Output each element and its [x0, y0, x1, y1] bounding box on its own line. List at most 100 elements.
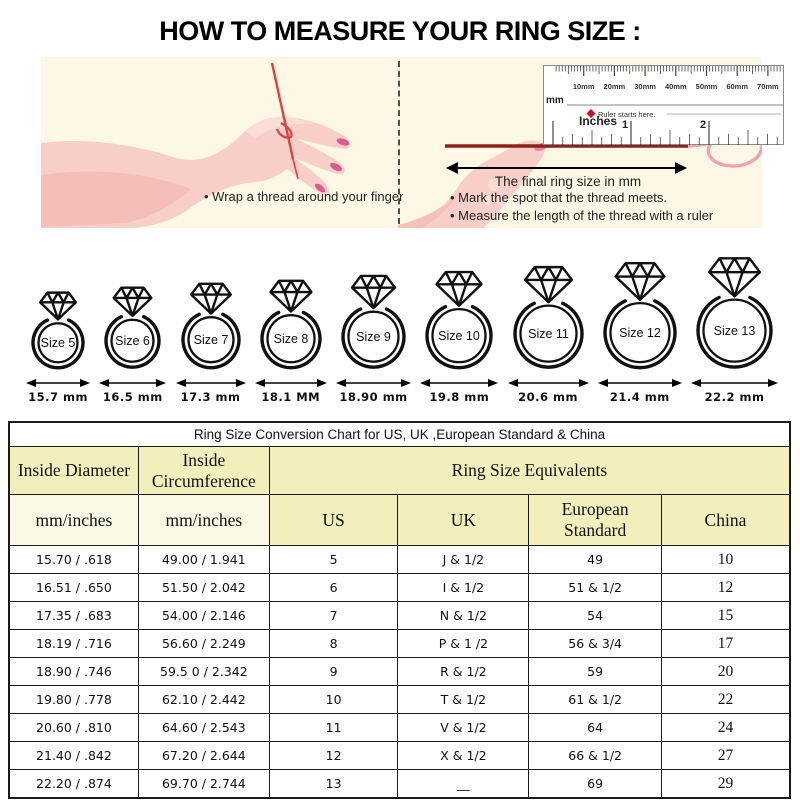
table-cell: 12	[660, 573, 791, 602]
table-cell: 22.20 / .874	[8, 769, 139, 799]
table-cell: 56 & 3/4	[528, 629, 662, 658]
instruction-panel-left: Wrap a thread around your finger	[41, 57, 403, 228]
svg-text:70mm: 70mm	[757, 82, 779, 91]
table-cell: 20	[660, 657, 791, 686]
ring-figure: Size 9 18.90 mm	[336, 272, 411, 404]
width-arrow-icon	[597, 379, 682, 387]
ring-diameter-label: 19.8 mm	[429, 390, 490, 404]
ring-figure: Size 12 21.4 mm	[597, 259, 682, 404]
ring-figure: Size 13 22.2 mm	[691, 254, 778, 404]
table-row: 16.51 / .650 51.50 / 2.042 6 I & 1/2 51 & 1/…	[8, 573, 791, 602]
ring-icon: Size 11	[512, 265, 584, 369]
table-cell: 19.80 / .778	[8, 685, 139, 714]
table-cell: 22	[660, 685, 791, 714]
table-row: 15.70 / .618 49.00 / 1.941 5 J & 1/2 49 10	[8, 545, 791, 574]
ring-icon: Size 12	[603, 262, 677, 370]
table-cell: 17.35 / .683	[8, 601, 139, 630]
ring-size-label: Size 6	[115, 334, 150, 348]
ring-diameter-label: 15.7 mm	[28, 390, 88, 404]
width-arrow-icon	[336, 379, 411, 387]
table-cell: 10	[268, 685, 399, 714]
table-cell: 20.60 / .810	[8, 713, 139, 742]
svg-text:Inches: Inches	[579, 114, 617, 128]
instruction-text-wrap-thread: Wrap a thread around your finger	[204, 189, 403, 204]
table-cell: 64.60 / 2.543	[137, 713, 270, 742]
table-cell: 11	[268, 713, 399, 742]
svg-text:50mm: 50mm	[696, 82, 718, 91]
table-cell: I & 1/2	[397, 573, 530, 602]
ring-icon: Size 10	[425, 270, 493, 370]
table-cell: 64	[528, 713, 662, 742]
ring-size-label: Size 9	[356, 330, 391, 344]
table-cell: 49	[528, 545, 662, 574]
table-sub-header-row: mm/inches mm/inches US UK European Stand…	[8, 494, 791, 546]
ring-icon: Size 7	[180, 282, 241, 370]
ring-size-label: Size 13	[714, 324, 756, 338]
table-title-row: Ring Size Conversion Chart for US, UK ,E…	[8, 421, 791, 447]
svg-text:1: 1	[622, 119, 628, 131]
table-cell: 51.50 / 2.042	[137, 573, 270, 602]
table-cell: 49.00 / 1.941	[137, 545, 270, 574]
width-arrow-icon	[175, 379, 246, 387]
svg-text:Ruler starts here.: Ruler starts here.	[598, 110, 656, 119]
ring-icon: Size 9	[341, 274, 406, 369]
svg-text:30mm: 30mm	[634, 82, 656, 91]
instruction-text-measure-length: Measure the length of the thread with a …	[450, 208, 713, 223]
page-title: HOW TO MEASURE YOUR RING SIZE :	[159, 16, 641, 46]
ruler-icon: 10mm 20mm 30mm 40mm 50mm 60mm 70mm mm Ruler st…	[543, 65, 784, 145]
svg-text:mm: mm	[546, 95, 564, 106]
ring-size-label: Size 12	[619, 326, 661, 340]
ring-icon: Size 6	[104, 286, 161, 369]
svg-text:10mm: 10mm	[573, 82, 595, 91]
table-cell: 15.70 / .618	[8, 545, 139, 574]
panel-divider	[398, 61, 400, 224]
table-cell: 27	[660, 741, 791, 770]
ruler-start-marker-icon	[586, 109, 596, 118]
table-cell: 9	[268, 657, 399, 686]
ring-diameter-label: 17.3 mm	[180, 390, 241, 404]
table-cell: 66 & 1/2	[528, 741, 662, 770]
ring-figure: Size 11 20.6 mm	[507, 263, 589, 404]
table-cell: X & 1/2	[397, 741, 530, 770]
hand-thread-illustration-icon	[41, 62, 351, 228]
ring-size-label: Size 10	[438, 329, 480, 343]
instruction-panels: Wrap a thread around your finger	[41, 57, 784, 228]
ring-diameter-label: 21.4 mm	[609, 390, 670, 404]
ring-size-label: Size 7	[193, 333, 228, 347]
table-cell: 54	[528, 601, 662, 630]
subheader-circumference-units: mm/inches	[137, 494, 270, 546]
conversion-table: Ring Size Conversion Chart for US, UK ,E…	[8, 421, 791, 799]
table-row: 19.80 / .778 62.10 / 2.442 10 T & 1/2 61 & 1…	[8, 685, 791, 714]
table-cell: 69	[528, 769, 662, 799]
svg-text:60mm: 60mm	[726, 82, 748, 91]
ring-size-label: Size 5	[41, 336, 76, 350]
table-cell: 15	[660, 601, 791, 630]
subheader-european-standard: European Standard	[528, 494, 662, 546]
table-cell: 69.70 / 2.744	[137, 769, 270, 799]
table-cell: 56.60 / 2.249	[137, 629, 270, 658]
ring-size-label: Size 11	[528, 327, 569, 341]
table-cell: 17	[660, 629, 791, 658]
table-cell: 59	[528, 657, 662, 686]
table-cell: 67.20 / 2.644	[137, 741, 270, 770]
ring-diameter-label: 20.6 mm	[518, 390, 578, 404]
svg-text:40mm: 40mm	[665, 82, 687, 91]
ring-figure: Size 10 19.8 mm	[420, 268, 499, 404]
ring-icon: Size 13	[696, 257, 773, 369]
table-cell: 5	[268, 545, 399, 574]
header-ring-size-equivalents: Ring Size Equivalents	[268, 446, 791, 495]
width-arrow-icon	[691, 379, 778, 387]
subheader-diameter-units: mm/inches	[8, 494, 139, 546]
final-ring-size-label: The final ring size in mm	[494, 174, 642, 189]
ring-size-label: Size 8	[273, 332, 308, 346]
width-arrow-icon	[26, 379, 90, 387]
table-cell: 6	[268, 573, 399, 602]
ring-size-row: Size 5 15.7 mm Size 6 16.5 mm Size 7 17.3 mm S…	[0, 232, 800, 404]
table-row: 21.40 / .842 67.20 / 2.644 12 X & 1/2 66 & 1…	[8, 741, 791, 770]
table-cell: 13	[268, 769, 399, 799]
table-cell: __	[397, 769, 530, 799]
subheader-uk: UK	[397, 494, 530, 546]
ring-diameter-label: 22.2 mm	[704, 390, 765, 404]
width-arrow-icon	[420, 379, 499, 387]
table-cell: 18.19 / .716	[8, 629, 139, 658]
